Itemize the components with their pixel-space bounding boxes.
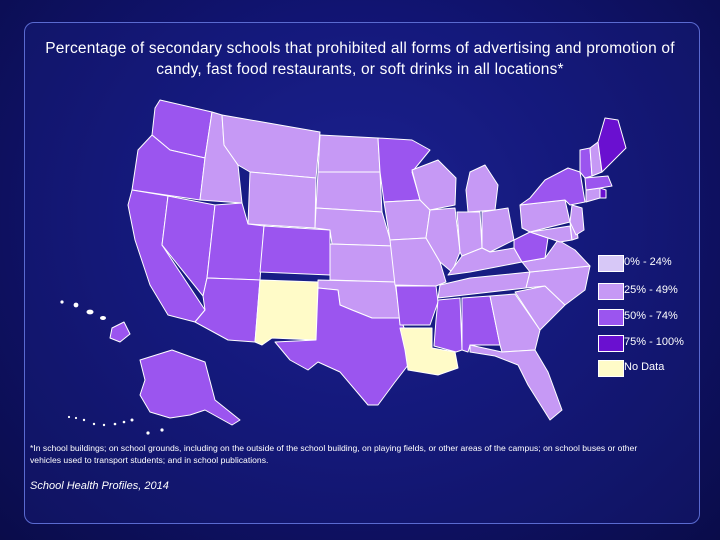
state-WI[interactable] [411, 159, 457, 211]
state-AZ[interactable] [194, 277, 261, 343]
state-KS[interactable] [329, 243, 396, 283]
state-HI[interactable] [109, 321, 131, 343]
state-NJ[interactable] [569, 204, 585, 236]
state-NM[interactable] [254, 279, 319, 346]
state-ND[interactable] [317, 134, 381, 173]
source-citation: School Health Profiles, 2014 [30, 480, 169, 492]
state-IA[interactable] [383, 199, 431, 241]
state-RI[interactable] [599, 187, 607, 199]
island-shapes [60, 300, 164, 435]
footnote: *In school buildings; on school grounds,… [30, 443, 638, 465]
state-AR[interactable] [395, 285, 439, 326]
legend-swatch [598, 335, 624, 352]
legend-label: 0% - 24% [624, 256, 672, 268]
legend-swatch [598, 283, 624, 300]
state-MS[interactable] [433, 297, 463, 353]
state-MD[interactable] [529, 225, 573, 243]
state-FL[interactable] [469, 344, 563, 421]
state-NY[interactable] [519, 167, 586, 206]
state-LA[interactable] [399, 327, 459, 376]
legend-swatch [598, 309, 624, 326]
state-VT[interactable] [579, 147, 593, 179]
legend-label: 25% - 49% [624, 284, 678, 296]
state-WY[interactable] [247, 171, 317, 229]
state-MA[interactable] [584, 175, 613, 191]
state-KY[interactable] [447, 247, 523, 276]
map-title: Percentage of secondary schools that pro… [45, 40, 675, 78]
legend-label: 75% - 100% [624, 336, 684, 348]
state-ME[interactable] [597, 117, 627, 173]
state-TX[interactable] [274, 287, 416, 406]
legend-swatch [598, 255, 624, 272]
state-AK[interactable] [139, 349, 241, 426]
legend-label: No Data [624, 361, 665, 373]
state-SD[interactable] [315, 171, 383, 213]
state-CO[interactable] [259, 225, 331, 276]
state-OH[interactable] [481, 207, 515, 253]
state-MI[interactable] [465, 164, 499, 213]
legend-swatch [598, 360, 624, 377]
legend-label: 50% - 74% [624, 310, 678, 322]
